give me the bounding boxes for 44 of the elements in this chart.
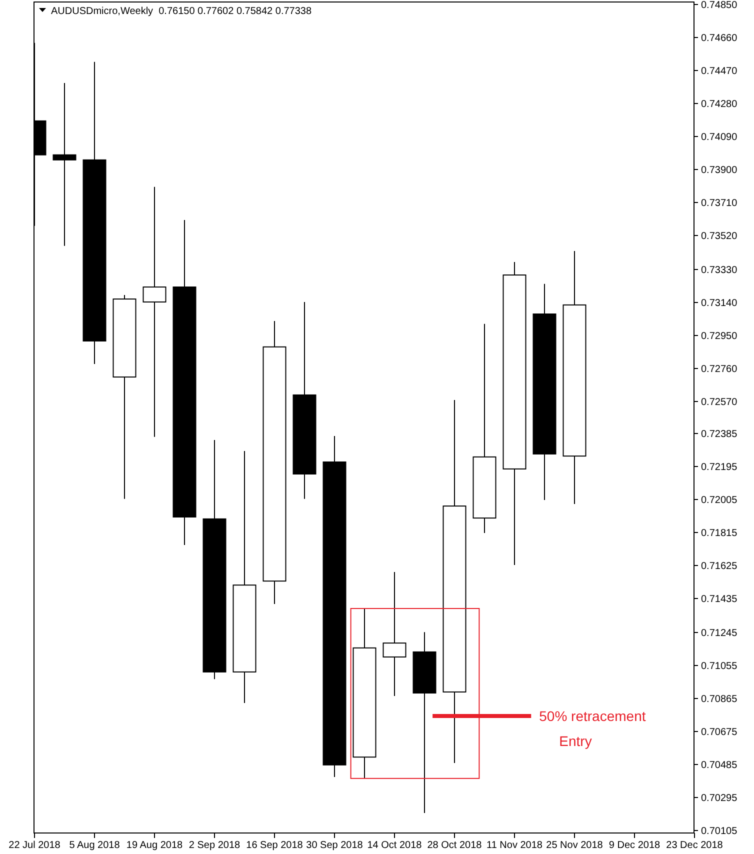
candlestick — [52, 82, 76, 246]
y-tick-label: 0.74850 — [701, 0, 738, 11]
candlestick — [382, 572, 406, 696]
annotation: Entry — [559, 732, 592, 749]
y-tick-label: 0.72950 — [701, 331, 738, 342]
x-tick-label: 19 Aug 2018 — [126, 840, 184, 851]
y-tick-label: 0.73900 — [701, 165, 738, 176]
y-tick-label: 0.70485 — [701, 760, 738, 771]
x-tick-label: 25 Nov 2018 — [546, 840, 604, 851]
y-tick-label: 0.72005 — [701, 495, 738, 506]
x-tick-label: 28 Oct 2018 — [427, 840, 482, 851]
y-tick-label: 0.70105 — [701, 826, 738, 837]
x-tick-label: 16 Sep 2018 — [246, 840, 304, 851]
y-tick-label: 0.74470 — [701, 66, 738, 77]
y-tick-label: 0.71245 — [701, 628, 738, 639]
y-tick-label: 0.74660 — [701, 33, 738, 44]
y-tick-label: 0.71435 — [701, 594, 738, 605]
y-tick-label: 0.72570 — [701, 397, 738, 408]
x-tick-label: 22 Jul 2018 — [8, 840, 61, 851]
y-tick-label: 0.74280 — [701, 99, 738, 110]
y-tick-label: 0.70865 — [701, 694, 738, 705]
annotation: 50% retracement — [539, 708, 646, 724]
y-tick-label: 0.73330 — [701, 265, 738, 276]
x-tick-label: 5 Aug 2018 — [69, 840, 120, 851]
x-tick-label: 23 Dec 2018 — [666, 840, 724, 851]
y-tick-label: 0.70675 — [701, 727, 738, 738]
y-tick-label: 0.73520 — [701, 231, 738, 242]
x-tick-label: 30 Sep 2018 — [306, 840, 364, 851]
y-tick-label: 0.71625 — [701, 561, 738, 572]
x-tick-label: 2 Sep 2018 — [188, 840, 241, 851]
chart-title: AUDUSDmicro,Weekly 0.76150 0.77602 0.75842 0.77338 — [51, 6, 312, 17]
y-tick-label: 0.71055 — [701, 661, 738, 672]
candlestick — [142, 186, 166, 438]
y-tick-label: 0.72385 — [701, 429, 738, 440]
x-tick-label: 14 Oct 2018 — [367, 840, 422, 851]
x-tick-label: 9 Dec 2018 — [608, 840, 661, 851]
y-tick-label: 0.72195 — [701, 462, 738, 473]
y-tick-label: 0.74090 — [701, 132, 738, 143]
y-tick-label: 0.71815 — [701, 528, 738, 539]
x-tick-label: 11 Nov 2018 — [486, 840, 543, 851]
y-tick-label: 0.70295 — [701, 793, 738, 804]
y-tick-label: 0.73710 — [701, 198, 738, 209]
y-tick-label: 0.73140 — [701, 298, 738, 309]
y-tick-label: 0.72760 — [701, 364, 738, 375]
